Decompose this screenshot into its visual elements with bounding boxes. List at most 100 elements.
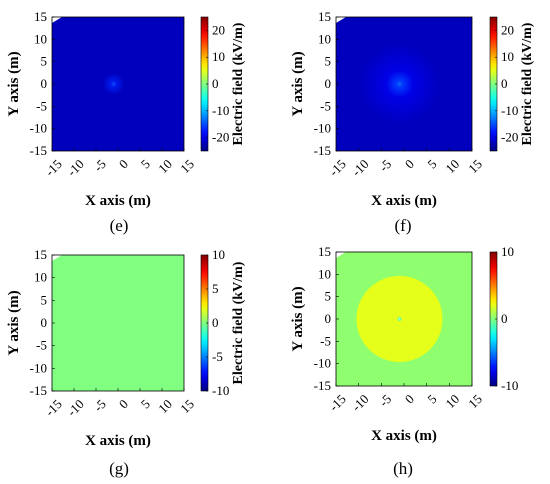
y-tick-label: 0 [325, 76, 332, 91]
colorbar-tick-label: -10 [212, 383, 229, 398]
y-axis-label: Y axis (m) [290, 286, 306, 351]
y-tick-label: -5 [320, 98, 331, 113]
x-tick-label: 10 [442, 156, 462, 176]
x-tick-label: 15 [177, 396, 197, 416]
x-tick-label: -10 [64, 156, 87, 179]
y-tick-label: 15 [318, 9, 331, 24]
y-axis-label: Y axis (m) [6, 51, 22, 116]
y-tick-label: -15 [30, 383, 47, 398]
y-tick-label: 0 [41, 76, 48, 91]
x-tick-label: -5 [91, 396, 109, 414]
y-tick-label: -5 [320, 333, 331, 348]
x-tick-label: 10 [442, 391, 462, 411]
y-tick-label: 5 [325, 54, 332, 69]
y-tick-label: -15 [314, 378, 331, 393]
x-tick-label: 15 [465, 156, 485, 176]
y-tick-label: 10 [34, 31, 47, 46]
corner-notch [52, 17, 62, 23]
x-axis-label: X axis (m) [85, 193, 151, 209]
colorbar-tick-label: -10 [501, 378, 518, 393]
x-tick-label: 10 [155, 156, 175, 176]
y-tick-label: 5 [325, 289, 332, 304]
y-tick-label: 5 [41, 54, 48, 69]
corner-notch [336, 17, 346, 23]
x-axis-label: X axis (m) [371, 428, 437, 444]
y-tick-label: 5 [41, 292, 48, 307]
colorbar-label: Electric field (kV/m) [231, 261, 246, 384]
y-tick-label: 15 [34, 9, 47, 24]
colorbar-label: Electric field (kV/m) [231, 22, 246, 145]
y-tick-label: -15 [314, 143, 331, 158]
x-tick-label: 10 [155, 396, 175, 416]
corner-notch [336, 252, 346, 258]
colorbar-tick-label: 10 [212, 49, 225, 64]
y-tick-label: 10 [318, 266, 331, 281]
x-tick-label: -15 [326, 391, 349, 414]
x-tick-label: -15 [42, 396, 65, 419]
panel-label: (e) [110, 216, 129, 235]
field-glow [385, 70, 414, 98]
x-tick-label: 15 [465, 391, 485, 411]
colorbar-tick-label: -20 [501, 130, 518, 145]
x-axis-label: X axis (m) [371, 193, 437, 209]
y-axis-label: Y axis (m) [6, 290, 22, 355]
y-tick-label: -5 [36, 98, 47, 113]
y-tick-label: -10 [30, 360, 47, 375]
colorbar-tick-label: -10 [501, 103, 518, 118]
x-tick-label: -10 [349, 156, 372, 179]
colorbar-tick-label: 5 [212, 281, 219, 296]
y-tick-label: -15 [30, 143, 47, 158]
colorbar-label: Electric field (kV/m) [520, 22, 535, 145]
colorbar-tick-label: -20 [212, 130, 229, 145]
field-background [52, 255, 184, 391]
y-axis-label: Y axis (m) [290, 51, 306, 116]
colorbar-tick-label: 0 [501, 311, 508, 326]
panel-label: (h) [393, 459, 413, 478]
x-tick-label: 0 [116, 396, 131, 411]
colorbar-tick-label: -5 [212, 349, 223, 364]
y-tick-label: -10 [30, 121, 47, 136]
y-tick-label: -10 [314, 356, 331, 371]
x-tick-label: 0 [116, 156, 131, 171]
x-tick-label: -15 [42, 156, 65, 179]
corner-notch [52, 255, 62, 261]
field-point [396, 316, 402, 322]
x-tick-label: 0 [402, 156, 417, 171]
x-tick-label: -5 [376, 391, 394, 409]
panel-label: (g) [109, 459, 129, 478]
x-tick-label: -5 [376, 156, 394, 174]
colorbar-tick-label: 10 [501, 49, 514, 64]
colorbar-tick-label: 0 [501, 76, 508, 91]
x-tick-label: -5 [91, 156, 109, 174]
colorbar-tick-label: 10 [501, 244, 514, 259]
colorbar-tick-label: 10 [212, 247, 225, 262]
y-tick-label: 15 [34, 247, 47, 262]
x-tick-label: 5 [424, 156, 439, 171]
x-tick-label: 15 [177, 156, 197, 176]
y-tick-label: 10 [34, 270, 47, 285]
y-tick-label: -5 [36, 338, 47, 353]
y-tick-label: -10 [314, 121, 331, 136]
y-tick-label: 0 [41, 315, 48, 330]
x-axis-label: X axis (m) [85, 433, 151, 449]
x-tick-label: -10 [64, 396, 87, 419]
x-tick-label: 5 [138, 396, 153, 411]
x-tick-label: 5 [424, 391, 439, 406]
y-tick-label: 10 [318, 31, 331, 46]
colorbar-tick-label: 20 [212, 22, 225, 37]
colorbar-tick-label: 0 [212, 315, 219, 330]
colorbar-tick-label: 20 [501, 22, 514, 37]
y-tick-label: 15 [318, 244, 331, 259]
panel-label: (f) [395, 216, 412, 235]
x-tick-label: 5 [138, 156, 153, 171]
field-glow [102, 73, 125, 95]
x-tick-label: -10 [349, 391, 372, 414]
colorbar-tick-label: -10 [212, 103, 229, 118]
colorbar-tick-label: 0 [212, 76, 219, 91]
x-tick-label: -15 [326, 156, 349, 179]
